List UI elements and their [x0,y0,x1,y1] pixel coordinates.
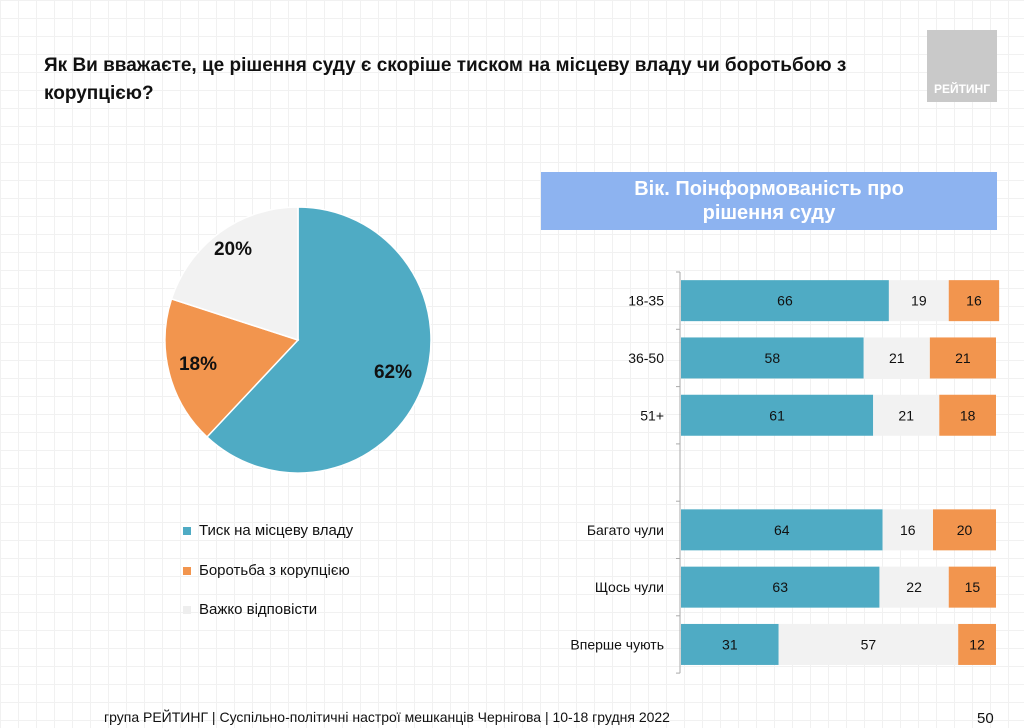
bar-segment [778,623,959,665]
bar-segment [939,394,996,436]
footer: група РЕЙТИНГ | Суспільно-політичні наст… [104,709,670,725]
bar-segment [929,337,996,379]
bar-segment [888,280,949,322]
legend-label: Важко відповісти [199,601,318,618]
category-label: 36-50 [628,350,664,366]
legend-swatch [183,606,191,615]
category-label: 51+ [640,407,664,423]
pie-slice [205,206,432,474]
legend-item: Боротьба з корупцією [183,562,350,579]
pie-slice [170,206,299,342]
bar-value-label: 21 [955,350,971,366]
bar-value-label: 61 [769,407,785,423]
bar-segment [933,509,996,551]
page-number: 50 [977,710,994,727]
legend-item: Тиск на місцеву владу [183,522,353,539]
bar-segment [681,280,889,322]
pie-value-label: 18% [179,354,217,375]
bar-segment [681,509,883,551]
bar-value-label: 58 [765,350,781,366]
bar-segment [879,566,949,608]
bar-value-label: 20 [957,522,973,538]
bar-value-label: 19 [911,293,927,309]
bar-segment [958,623,996,665]
bar-value-label: 64 [774,522,790,538]
legend-item: Важко відповісти [183,601,317,618]
bar-segment [863,337,930,379]
bar-value-label: 21 [898,407,914,423]
bar-value-label: 63 [772,579,788,595]
bar-value-label: 66 [777,293,793,309]
bar-segment [681,566,880,608]
pie-value-label: 62% [374,362,412,383]
legend-label: Боротьба з корупцією [199,562,350,579]
slide-title: Як Ви вважаєте, це рішення суду є скоріш… [44,55,847,104]
bar-chart-title-text: Вік. Поінформованість про рішення суду [634,178,904,224]
category-label: Багато чули [587,522,664,538]
bar-segment [948,280,1000,322]
rating-logo: РЕЙТИНГ [927,30,997,102]
logo-text: РЕЙТИНГ [933,82,991,96]
bar-value-label: 16 [966,293,982,309]
pie-value-label: 20% [214,239,252,260]
bar-value-label: 22 [906,579,922,595]
legend-swatch [183,527,191,536]
bar-value-label: 57 [861,636,877,652]
category-label: 18-35 [628,293,664,309]
legend-label: Тиск на місцеву владу [199,522,354,539]
category-label: Щось чули [595,579,664,595]
legend-swatch [183,567,191,576]
bar-chart-title: Вік. Поінформованість про рішення суду [541,172,997,230]
bar-value-label: 21 [889,350,905,366]
bar-segment [948,566,996,608]
bar-value-label: 16 [900,522,916,538]
category-label: Вперше чують [570,636,664,652]
bar-segment [681,394,874,436]
bar-value-label: 18 [960,407,976,423]
bar-value-label: 31 [722,636,738,652]
pie-slice [164,297,300,439]
bar-segment [873,394,940,436]
bar-segment [882,509,933,551]
bar-value-label: 12 [969,636,985,652]
bar-value-label: 15 [965,579,981,595]
bar-segment [681,337,864,379]
bar-segment [681,623,779,665]
